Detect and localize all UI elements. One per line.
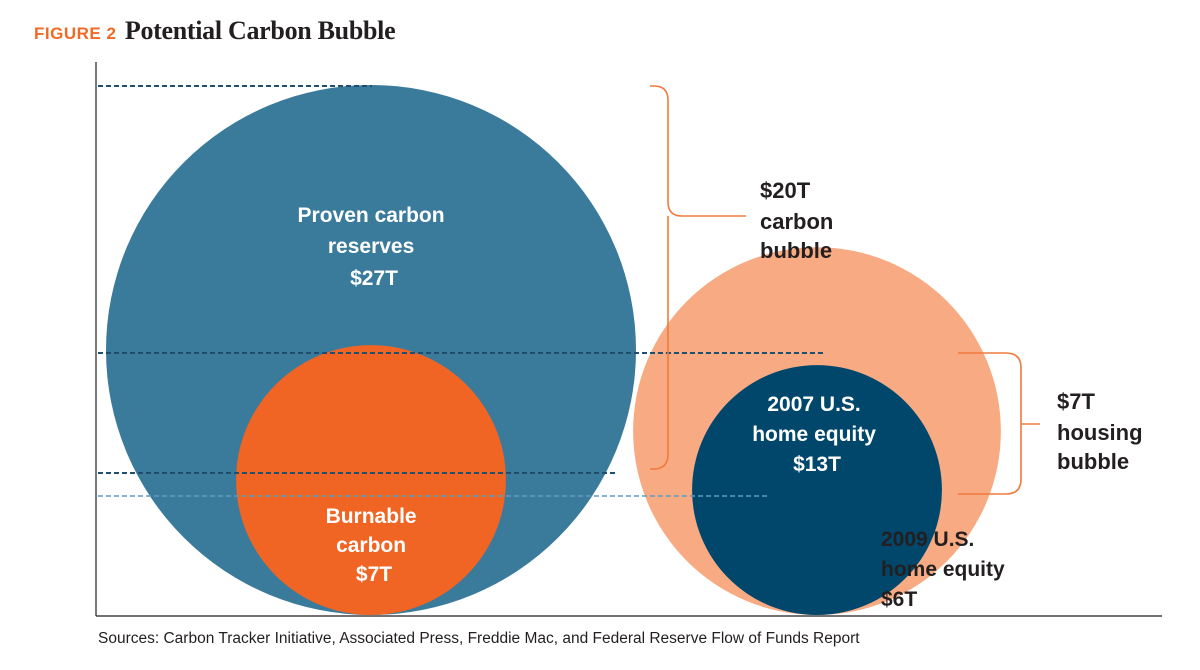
label-housing-bubble: $7T housing bubble xyxy=(1057,389,1149,474)
label-value: $20T xyxy=(760,178,811,203)
sources-note: Sources: Carbon Tracker Initiative, Asso… xyxy=(98,630,860,647)
label-line: carbon xyxy=(760,209,833,234)
label-line: bubble xyxy=(1057,449,1129,474)
figure-label: FIGURE 2 xyxy=(34,24,117,43)
label-line: carbon xyxy=(336,534,406,557)
label-value: $6T xyxy=(881,588,917,611)
label-line: bubble xyxy=(760,238,832,263)
bubble-home-equity-2009 xyxy=(692,365,942,615)
label-line: home equity xyxy=(881,558,1005,581)
label-line: reserves xyxy=(328,235,414,258)
bracket-housing-bubble xyxy=(958,352,1040,495)
label-value: $7T xyxy=(1057,389,1095,414)
label-line: housing xyxy=(1057,420,1143,445)
label-proven-carbon-reserves: Proven carbon reserves $27T xyxy=(298,204,451,290)
label-home-equity-2009: 2009 U.S. home equity $6T xyxy=(881,528,1011,611)
label-burnable-carbon: Burnable carbon $7T xyxy=(326,505,423,586)
label-home-equity-2007: 2007 U.S. home equity $13T xyxy=(752,393,882,476)
label-value: $27T xyxy=(350,267,398,290)
label-line: home equity xyxy=(752,423,876,446)
label-carbon-bubble: $20T carbon bubble xyxy=(760,178,839,263)
bubble-burnable-carbon xyxy=(236,345,506,615)
label-value: $7T xyxy=(356,563,392,586)
figure-title-text: Potential Carbon Bubble xyxy=(124,16,396,45)
figure-title: FIGURE 2 Potential Carbon Bubble xyxy=(34,16,396,46)
label-line: Burnable xyxy=(326,505,417,528)
label-line: 2009 U.S. xyxy=(881,528,974,551)
bracket-carbon-bubble xyxy=(650,85,746,470)
label-value: $13T xyxy=(793,453,841,476)
label-line: Proven carbon xyxy=(298,204,445,227)
label-line: 2007 U.S. xyxy=(767,393,860,416)
